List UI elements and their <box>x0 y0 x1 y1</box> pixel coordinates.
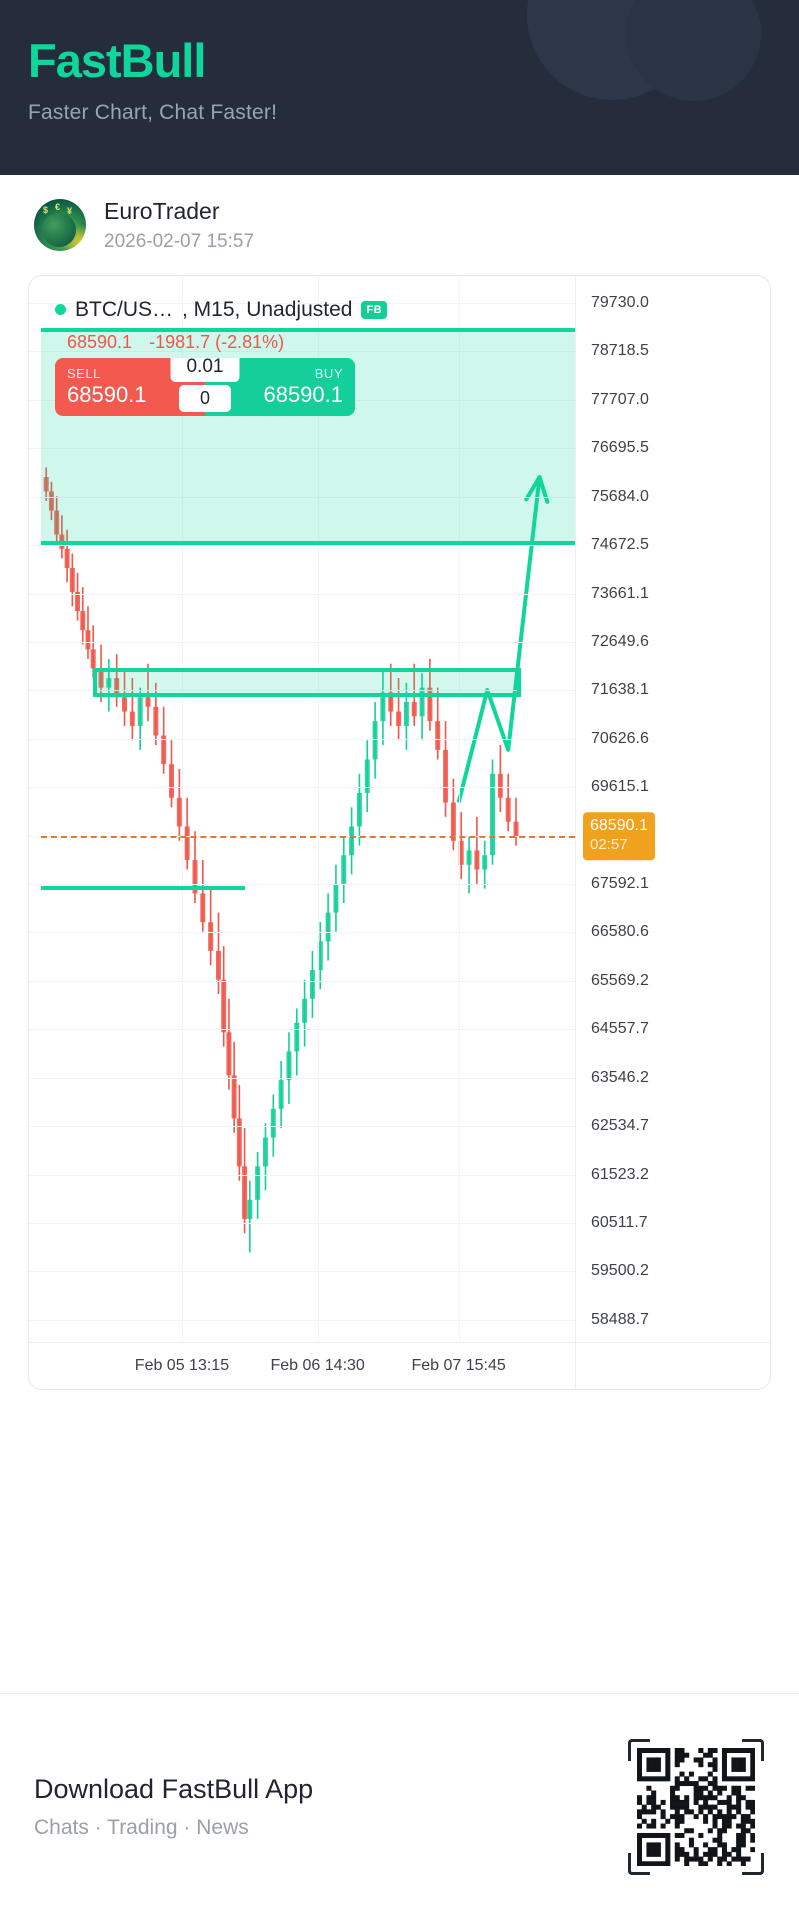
avatar[interactable]: $ € ¥ <box>34 198 86 251</box>
status-dot-icon <box>55 304 66 316</box>
gridline <box>29 884 575 886</box>
y-axis-label: 58488.7 <box>591 1310 649 1328</box>
chart-meta: , M15, Unadjusted <box>182 297 353 321</box>
qr-corner-tl <box>628 1739 650 1761</box>
y-axis-label: 69615.1 <box>591 778 649 796</box>
dollar-symbol-icon: $ <box>43 204 49 215</box>
y-axis-separator <box>575 275 576 1389</box>
vertical-gridline <box>317 275 319 1341</box>
footer-title: Download FastBull App <box>34 1774 314 1804</box>
y-axis-label: 61523.2 <box>591 1165 649 1183</box>
y-axis-label: 65569.2 <box>591 971 649 989</box>
username: EuroTrader <box>104 198 220 224</box>
y-axis-label: 71638.1 <box>591 681 649 699</box>
y-axis-label: 60511.7 <box>591 1213 648 1231</box>
projection-arrow <box>456 476 542 803</box>
brand-logo: FastBull <box>28 34 206 87</box>
gridline <box>29 1029 575 1031</box>
gridline <box>29 1271 575 1273</box>
gridline <box>29 448 575 450</box>
qr-corner-tr <box>742 1739 764 1761</box>
y-axis-label: 63546.2 <box>591 1068 649 1086</box>
y-axis-label: 64557.7 <box>591 1020 649 1038</box>
qr-corner-br <box>742 1853 764 1875</box>
chart-card[interactable]: 79730.0 78718.5 77707.0 76695.5 75684.0 74672… <box>28 274 771 1390</box>
gridline <box>29 641 575 643</box>
y-axis-label: 73661.1 <box>591 584 649 602</box>
support-line <box>41 885 245 890</box>
footer-subtitle: Chats · Trading · News <box>34 1816 249 1839</box>
chart-last-price: 68590.1 <box>67 331 133 352</box>
y-axis-label: 70626.6 <box>591 729 649 747</box>
post-author-row: $ € ¥ EuroTrader 2026-02-07 15:57 <box>0 175 799 253</box>
current-price-countdown: 02:57 <box>590 836 628 854</box>
y-axis-label: 78718.5 <box>591 342 649 360</box>
y-axis-label: 66580.6 <box>591 923 649 941</box>
y-axis-label: 74672.5 <box>591 536 649 554</box>
y-axis-label: 76695.5 <box>591 439 649 457</box>
gridline <box>29 545 575 547</box>
candlestick-canvas <box>43 467 550 1253</box>
gridline <box>29 1126 575 1128</box>
x-axis-label: Feb 07 15:45 <box>411 1356 506 1374</box>
gridline <box>29 980 575 982</box>
brand-tagline: Faster Chart, Chat Faster! <box>28 101 278 125</box>
lot-size-input[interactable]: 0.01 <box>170 357 240 382</box>
chart-symbol: BTC/US… <box>75 297 174 321</box>
gridline <box>29 787 575 789</box>
qr-matrix <box>637 1748 756 1867</box>
gridline <box>29 1174 575 1176</box>
y-axis-label: 75684.0 <box>591 487 649 505</box>
y-axis-label: 59500.2 <box>591 1262 649 1280</box>
qr-corner-bl <box>628 1853 650 1875</box>
qr-code-icon[interactable] <box>628 1739 764 1875</box>
resistance-zone <box>93 668 522 697</box>
gridline <box>29 690 575 692</box>
gridline <box>29 496 575 498</box>
y-axis-label: 77707.0 <box>591 390 649 408</box>
gridline <box>29 351 575 353</box>
fb-badge: FB <box>361 300 387 319</box>
spread-value: 0 <box>178 384 232 412</box>
euro-symbol-icon: € <box>55 201 61 212</box>
gridline <box>29 1319 575 1321</box>
post-author-text: EuroTrader 2026-02-07 15:57 <box>104 197 254 253</box>
globe-icon <box>42 212 76 247</box>
buy-price: 68590.1 <box>263 381 343 407</box>
chart-title-row: BTC/US… , M15, Unadjusted FB <box>55 298 760 322</box>
gridline <box>29 932 575 934</box>
gridline <box>29 738 575 740</box>
footer-divider <box>0 1693 799 1694</box>
chart-plot-area[interactable]: 79730.0 78718.5 77707.0 76695.5 75684.0 74672… <box>29 275 770 1389</box>
chart-change: -1981.7 (-2.81%) <box>149 331 285 352</box>
sell-label: SELL <box>67 365 101 381</box>
y-axis-label: 72649.6 <box>591 632 649 650</box>
buy-label: BUY <box>314 365 343 381</box>
gridline <box>29 593 575 595</box>
gridline <box>29 1222 575 1224</box>
y-axis-label: 79730.0 <box>591 294 649 312</box>
current-price-tag: 68590.1 02:57 <box>583 812 655 861</box>
current-price-value: 68590.1 <box>590 817 648 835</box>
x-axis-separator <box>29 1341 770 1343</box>
gridline <box>29 1077 575 1079</box>
post-timestamp: 2026-02-07 15:57 <box>104 230 255 252</box>
vertical-gridline <box>181 275 183 1341</box>
chart-price-row: 68590.1 -1981.7 (-2.81%) <box>55 332 760 353</box>
footer-text: Download FastBull App Chats · Trading · … <box>34 1774 313 1840</box>
app-footer: Download FastBull App Chats · Trading · … <box>0 1694 799 1920</box>
x-axis-label: Feb 06 14:30 <box>270 1356 365 1374</box>
x-axis-label: Feb 05 13:15 <box>134 1356 230 1374</box>
y-axis-label: 67592.1 <box>591 875 649 893</box>
yen-symbol-icon: ¥ <box>67 205 73 216</box>
y-axis-label: 62534.7 <box>591 1117 649 1135</box>
chart-header: BTC/US… , M15, Unadjusted FB 68590.1 -19… <box>55 298 760 353</box>
trade-widget[interactable]: SELL 68590.1 BUY 68590.1 0.01 0 <box>55 357 355 416</box>
vertical-gridline <box>458 275 460 1341</box>
app-header: FastBull Faster Chart, Chat Faster! <box>0 0 799 175</box>
current-price-line <box>41 836 575 839</box>
gridline <box>29 303 575 305</box>
sell-price: 68590.1 <box>67 381 147 407</box>
